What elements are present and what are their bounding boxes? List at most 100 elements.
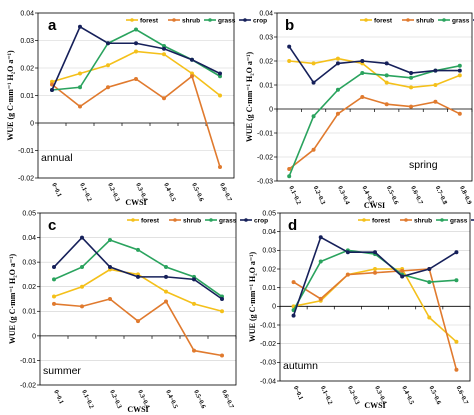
y-tick-label: -0.04	[260, 378, 276, 385]
data-point-grass	[454, 278, 459, 283]
season-label: spring	[409, 159, 438, 171]
legend-label-grass: grass	[218, 17, 236, 24]
x-tick-label: 0.4~0.5	[164, 389, 179, 410]
legend-marker-shrub	[172, 18, 176, 22]
panel-letter: a	[48, 17, 57, 34]
data-point-shrub	[192, 348, 196, 353]
legend-marker-shrub	[173, 218, 177, 222]
y-tick-label: -0.01	[20, 358, 36, 365]
series-line-shrub	[51, 74, 221, 168]
data-point-crop	[360, 59, 365, 63]
data-point-grass	[360, 71, 365, 75]
x-tick-label: 0.2~0.3	[108, 389, 123, 410]
x-tick-label: 0.6~0.7	[455, 385, 470, 406]
y-axis-title: WUE (g C·mm⁻¹ H₂O a⁻¹)	[6, 50, 15, 141]
y-tick-label: -0.02	[260, 341, 276, 348]
legend-label-grass: grass	[452, 17, 470, 24]
data-point-grass	[136, 247, 140, 252]
legend-label-grass: grass	[219, 217, 237, 224]
chart-panel-c: -0.02 -0.01 0 0.01 0.02 0.03 0.04 0.05 0~0.1 0.1~…	[8, 210, 268, 414]
y-tick-label: 0.04	[259, 10, 273, 17]
y-tick-label: 0	[30, 120, 34, 127]
legend-label-forest: forest	[374, 17, 393, 24]
x-tick-label: 0.1~0.2	[287, 185, 302, 206]
data-point-shrub	[384, 102, 389, 107]
x-tick-label: 0.4~0.5	[162, 182, 177, 203]
legend-marker-crop	[243, 18, 247, 22]
data-point-shrub	[433, 99, 438, 104]
data-point-crop	[190, 57, 194, 62]
x-tick-label: 0.6~0.7	[220, 389, 235, 410]
data-point-forest	[433, 83, 438, 87]
legend-marker-forest	[362, 218, 366, 222]
x-tick-label: 0.6~0.7	[409, 185, 424, 206]
x-tick-label: 0.7~0.8	[434, 185, 449, 206]
data-point-forest	[454, 339, 459, 344]
chart-panel-a: -0.02 -0.01 0 0.01 0.02 0.03 0.04 0~0.1 0.1~0.2 0…	[6, 10, 267, 207]
data-point-crop	[400, 274, 405, 279]
y-tick-label: -0.01	[260, 322, 276, 329]
data-point-grass	[80, 265, 84, 270]
x-tick-label: 0.2~0.3	[312, 185, 327, 206]
chart-panel-d: -0.04 -0.03 -0.02 -0.01 0 0.01 0.02 0.03 0.04 0.0…	[248, 210, 474, 410]
legend-label-forest: forest	[141, 217, 160, 224]
y-tick-label: 0.01	[259, 82, 273, 89]
data-point-shrub	[291, 280, 296, 285]
series-line-shrub	[288, 96, 461, 170]
x-tick-label: 0.5~0.6	[192, 389, 207, 410]
legend-label-crop: crop	[253, 17, 267, 24]
data-point-forest	[457, 73, 462, 78]
data-point-forest	[192, 301, 196, 306]
y-tick-label: 0	[269, 106, 273, 113]
y-tick-label: 0.02	[262, 266, 276, 273]
data-point-crop	[318, 235, 323, 240]
data-point-forest	[78, 71, 82, 76]
data-point-crop	[218, 71, 222, 76]
chart-panel-b: -0.03 -0.02 -0.01 0 0.01 0.02 0.03 0.04 0.1~0.2 0…	[245, 10, 474, 210]
x-tick-label: 0.6~0.7	[218, 182, 233, 203]
data-point-grass	[162, 44, 166, 48]
y-axis-title: WUE (g C·mm⁻¹ H₂O a⁻¹)	[8, 254, 17, 345]
legend-label-crop: crop	[254, 217, 268, 224]
y-tick-label: 0.03	[259, 34, 273, 41]
data-point-crop	[457, 68, 462, 73]
data-point-crop	[409, 71, 414, 75]
data-point-grass	[457, 63, 462, 68]
y-tick-label: 0.01	[22, 309, 36, 316]
y-tick-label: 0.02	[22, 284, 36, 291]
data-point-shrub	[50, 82, 54, 87]
y-tick-label: 0.02	[259, 58, 273, 65]
y-axis-title: WUE (g C·mm⁻¹ H₂O a⁻¹)	[248, 252, 257, 343]
x-tick-label: 0~0.1	[50, 182, 63, 198]
data-point-crop	[164, 274, 168, 279]
data-point-shrub	[373, 270, 377, 275]
data-point-shrub	[108, 297, 112, 301]
data-point-crop	[50, 88, 54, 92]
data-point-shrub	[335, 111, 340, 116]
data-point-shrub	[318, 296, 323, 301]
y-tick-label: -0.03	[260, 360, 276, 367]
data-point-grass	[409, 75, 414, 80]
data-point-crop	[433, 68, 438, 73]
data-point-crop	[108, 265, 112, 270]
data-point-forest	[384, 80, 389, 85]
y-tick-label: 0.03	[20, 38, 34, 45]
data-point-forest	[409, 85, 414, 90]
legend-label-shrub: shrub	[182, 17, 200, 24]
legend-marker-forest	[130, 18, 134, 22]
legend-marker-grass	[209, 218, 213, 222]
x-tick-label: 0.2~0.3	[106, 182, 121, 203]
data-point-grass	[427, 280, 432, 285]
data-point-grass	[52, 277, 56, 282]
data-point-grass	[311, 114, 316, 119]
data-point-crop	[220, 297, 224, 301]
x-tick-label: 0.1~0.2	[80, 389, 95, 410]
x-tick-label: 0.1~0.2	[78, 182, 93, 203]
y-tick-label: -0.01	[257, 130, 273, 137]
data-point-forest	[335, 56, 340, 61]
x-tick-label: 0.2~0.3	[346, 385, 361, 406]
season-label: summer	[43, 365, 81, 377]
data-point-grass	[134, 27, 138, 32]
y-tick-label: 0	[272, 304, 276, 311]
